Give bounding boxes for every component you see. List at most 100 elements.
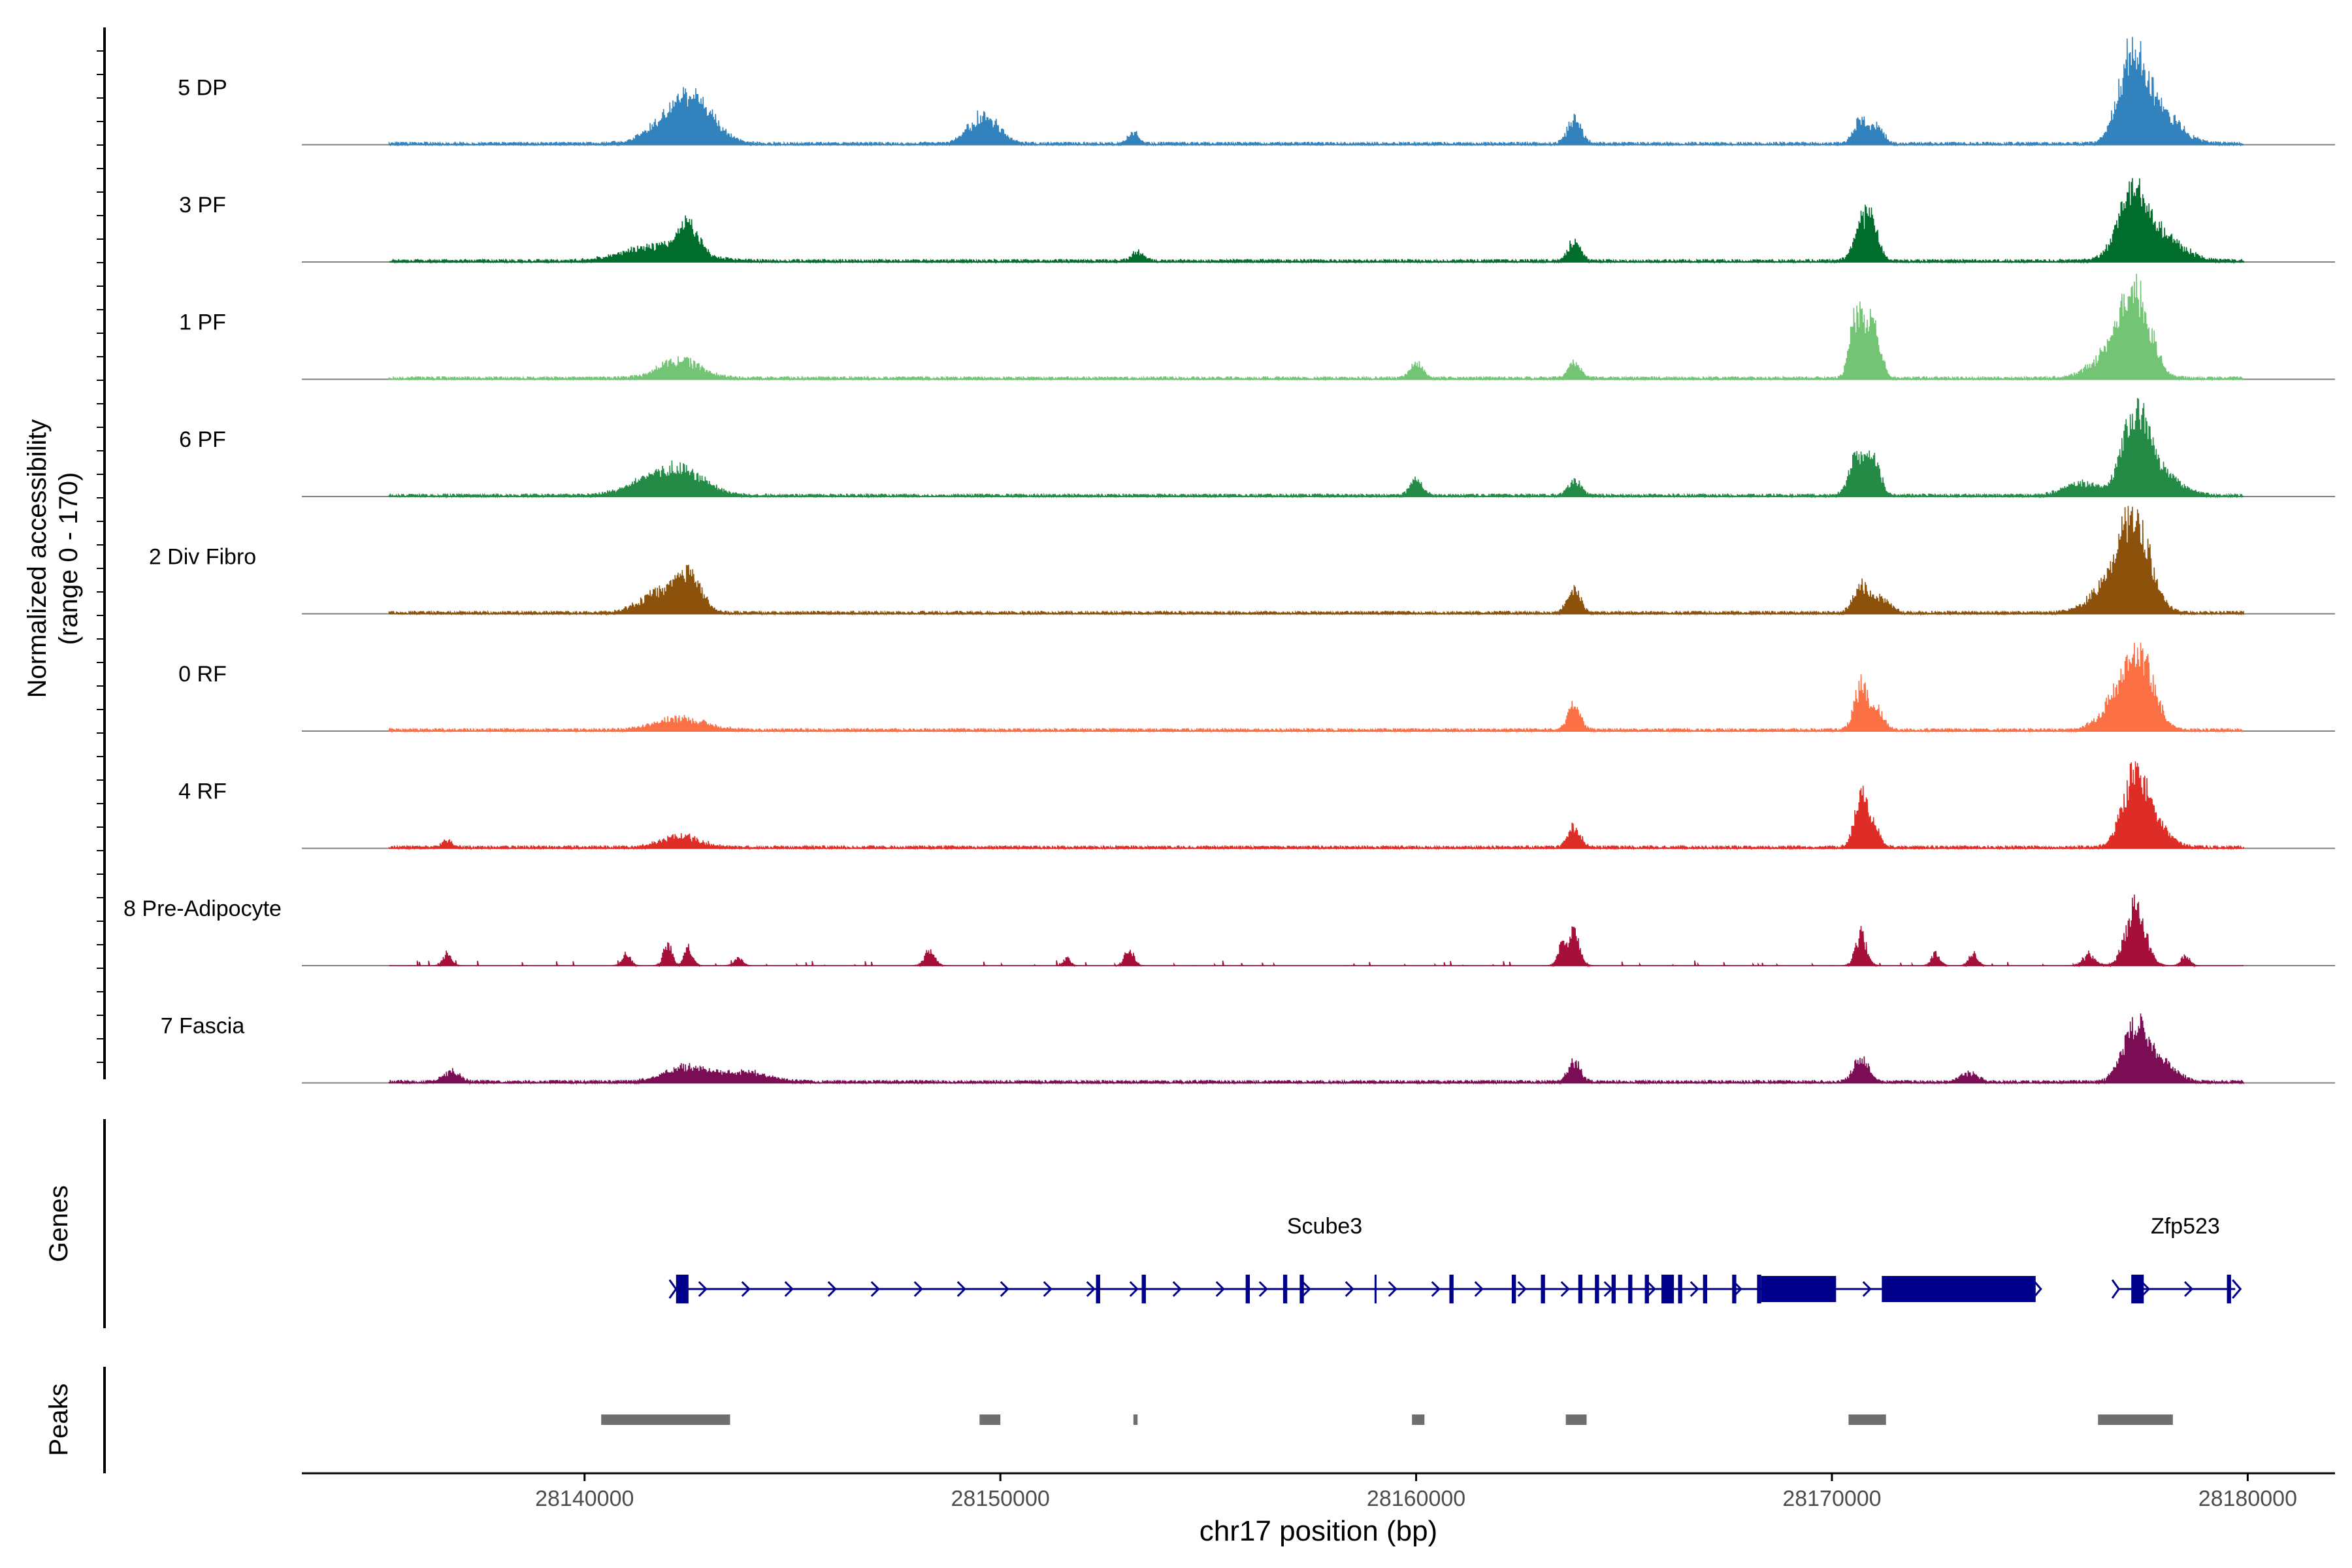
strand-arrow (1517, 1281, 1527, 1298)
strand-arrow (2232, 1279, 2242, 1299)
coverage-area (389, 178, 2244, 265)
x-axis: 28140000 28150000 28160000 28170000 28180000 (535, 1473, 2297, 1511)
genes-label: Genes (44, 1185, 73, 1262)
coverage-area (388, 761, 2244, 851)
track-label: 8 Pre-Adipocyte (123, 896, 282, 921)
strand-arrow (784, 1281, 794, 1298)
exon (1449, 1275, 1454, 1303)
exon (1245, 1275, 1250, 1303)
x-tick-label: 28160000 (1367, 1486, 1465, 1511)
y-axis-label-line1: Normalized accessibility (23, 419, 52, 698)
strand-arrow (2141, 1281, 2151, 1298)
gene-label: Zfp523 (2151, 1214, 2220, 1239)
exon (1096, 1275, 1100, 1303)
exon (1761, 1276, 1837, 1302)
exon (1299, 1275, 1304, 1303)
exon (1757, 1275, 1761, 1303)
coverage-area (388, 642, 2244, 734)
genes-track: Scube3 Zfp523 (668, 1214, 2242, 1303)
peak-region (1565, 1414, 1587, 1425)
exon (1511, 1275, 1516, 1303)
track-4-rf: 4 RF (178, 761, 2335, 851)
strand-arrow (1129, 1281, 1139, 1298)
peak-region (2098, 1414, 2173, 1425)
strand-arrow (1000, 1281, 1009, 1298)
track-label: 3 PF (179, 193, 226, 218)
track-1-pf: 1 PF (179, 273, 2335, 382)
exon (2227, 1275, 2231, 1303)
strand-arrow (1388, 1281, 1397, 1298)
exon (676, 1275, 689, 1303)
exon (1628, 1275, 1633, 1303)
x-tick-label: 28150000 (951, 1486, 1050, 1511)
coverage-area (388, 506, 2244, 616)
strand-arrow (1215, 1281, 1225, 1298)
gene-label: Scube3 (1287, 1214, 1362, 1239)
exon (1732, 1275, 1737, 1303)
track-label: 2 Div Fibro (149, 545, 256, 570)
x-tick-label: 28170000 (1782, 1486, 1881, 1511)
strand-arrow (2184, 1281, 2194, 1298)
track-7-fascia: 7 Fascia (161, 1013, 2335, 1085)
strand-arrow (1043, 1281, 1053, 1298)
gene-scube3: Scube3 (668, 1214, 2042, 1303)
peak-region (1133, 1414, 1138, 1425)
coverage-tracks: 5 DP 3 PF 1 PF 6 PF 2 Div Fibro 0 RF 4 RF 8 Pre… (123, 37, 2335, 1085)
track-2-div-fibro: 2 Div Fibro (149, 506, 2335, 616)
track-6-pf: 6 PF (179, 398, 2335, 499)
track-5-dp: 5 DP (178, 37, 2335, 147)
strand-arrow (698, 1281, 708, 1298)
peaks-track (601, 1414, 2173, 1425)
coverage-area (388, 1013, 2244, 1085)
peak-region (1412, 1414, 1425, 1425)
strand-arrow (913, 1281, 923, 1298)
exon (1578, 1275, 1583, 1303)
gene-zfp523: Zfp523 (2111, 1214, 2242, 1303)
strand-arrow (827, 1281, 837, 1298)
exon (1141, 1275, 1146, 1303)
strand-arrow (1301, 1281, 1311, 1298)
strand-arrow (1560, 1281, 1570, 1298)
strand-arrow (1690, 1281, 1699, 1298)
track-label: 5 DP (178, 76, 227, 101)
coverage-area (389, 894, 2244, 968)
track-label: 6 PF (179, 427, 226, 452)
coverage-area (388, 398, 2244, 499)
strand-arrow (1172, 1281, 1182, 1298)
exon (1611, 1275, 1616, 1303)
track-3-pf: 3 PF (179, 178, 2335, 265)
strand-arrow (1431, 1281, 1441, 1298)
strand-arrow (1086, 1281, 1096, 1298)
x-tick-label: 28140000 (535, 1486, 634, 1511)
exon (1282, 1275, 1288, 1303)
peak-region (979, 1414, 1001, 1425)
exon (1374, 1275, 1377, 1303)
peak-region (601, 1414, 730, 1425)
y-axis-label-line2: (range 0 - 170) (54, 472, 83, 645)
track-label: 1 PF (179, 310, 226, 335)
track-0-rf: 0 RF (178, 642, 2335, 734)
x-axis-label: chr17 position (bp) (1200, 1515, 1437, 1547)
track-8-pre-adipocyte: 8 Pre-Adipocyte (123, 894, 2335, 968)
peak-region (1848, 1414, 1886, 1425)
coverage-area (388, 273, 2244, 382)
strand-arrow (1474, 1281, 1484, 1298)
strand-arrow (1258, 1281, 1268, 1298)
track-label: 0 RF (178, 662, 227, 687)
exon (1703, 1275, 1708, 1303)
strand-arrow (1345, 1281, 1354, 1298)
exon (1678, 1275, 1682, 1303)
x-tick-label: 28180000 (2198, 1486, 2297, 1511)
peaks-label: Peaks (44, 1383, 73, 1456)
exon (2131, 1275, 2144, 1303)
exon (1661, 1275, 1674, 1303)
track-label: 4 RF (178, 779, 227, 804)
y-axis-ticks (97, 50, 105, 1063)
strand-arrow (741, 1281, 751, 1298)
exon (1882, 1276, 2036, 1302)
exon (1644, 1275, 1649, 1303)
strand-arrow (2111, 1279, 2120, 1299)
strand-arrow (1646, 1281, 1656, 1298)
exon (1541, 1275, 1545, 1303)
